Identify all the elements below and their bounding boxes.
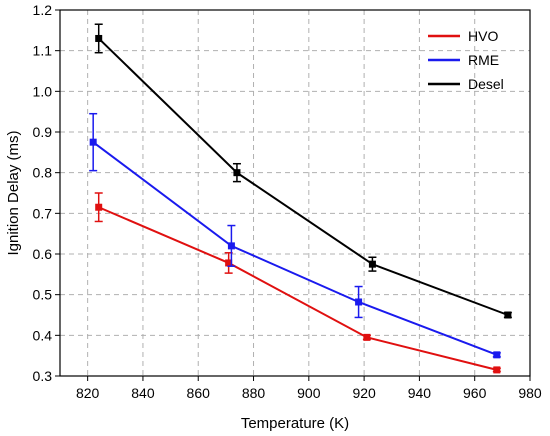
data-point (89, 138, 97, 146)
data-point (493, 366, 501, 374)
y-tick-label: 1.2 (33, 2, 53, 18)
data-point (95, 203, 103, 211)
data-point (504, 311, 512, 319)
data-point (363, 333, 371, 341)
y-tick-label: 0.5 (33, 287, 53, 303)
legend-label-hvo: HVO (468, 28, 498, 44)
data-point (95, 34, 103, 42)
x-tick-label: 860 (187, 385, 211, 401)
x-tick-label: 900 (297, 385, 321, 401)
data-point (493, 351, 501, 359)
data-point (227, 242, 235, 250)
x-tick-label: 940 (408, 385, 432, 401)
x-tick-label: 980 (518, 385, 542, 401)
x-tick-label: 840 (131, 385, 155, 401)
y-tick-label: 0.7 (33, 205, 53, 221)
y-axis-title: Ignition Delay (ms) (5, 130, 22, 255)
x-tick-label: 820 (76, 385, 100, 401)
axis-ticks: 820 840 860 880 900 920 940 960 980 0.3 0.4 0.5 0.6 0… (33, 2, 542, 401)
data-point (225, 259, 233, 267)
y-tick-label: 0.8 (33, 165, 53, 181)
x-tick-label: 960 (463, 385, 487, 401)
x-tick-label: 880 (242, 385, 266, 401)
y-tick-label: 0.9 (33, 124, 53, 140)
legend: HVO RME Desel (428, 28, 504, 92)
y-tick-label: 0.6 (33, 246, 53, 262)
legend-label-rme: RME (468, 52, 499, 68)
grid (60, 10, 530, 376)
data-point (233, 169, 241, 177)
plot-frame (59, 9, 531, 377)
series-hvo (94, 192, 501, 374)
x-axis-title: Temperature (K) (241, 415, 349, 432)
x-tick-label: 920 (352, 385, 376, 401)
y-tick-label: 1.0 (33, 83, 53, 99)
data-point (368, 260, 376, 268)
series-layer (89, 23, 512, 374)
y-tick-label: 0.3 (33, 368, 53, 384)
series-line-rme (92, 141, 498, 356)
series-rme (89, 112, 501, 359)
series-desel (94, 23, 512, 319)
series-line-hvo (98, 206, 498, 371)
legend-label-desel: Desel (468, 76, 504, 92)
series-line-desel (98, 37, 509, 316)
y-tick-label: 1.1 (33, 43, 53, 59)
y-tick-label: 0.4 (33, 327, 53, 343)
data-point (355, 298, 363, 306)
